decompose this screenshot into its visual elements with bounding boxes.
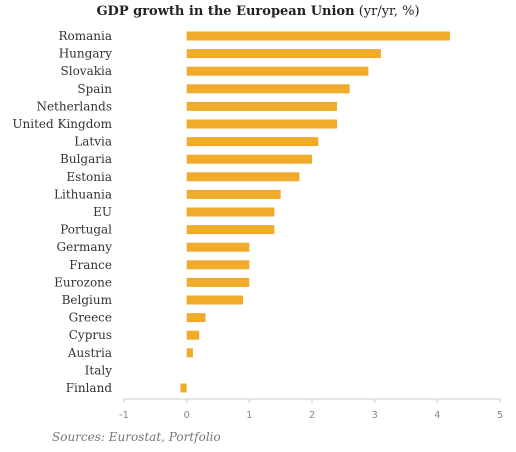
category-label: Belgium: [62, 293, 113, 307]
chart-title: GDP growth in the European Union (yr/yr,…: [0, 4, 516, 19]
bar-estonia: [186, 172, 300, 182]
category-label: Slovakia: [61, 64, 112, 78]
category-label: Romania: [58, 29, 112, 43]
category-label: Hungary: [59, 47, 112, 61]
x-tick-label: 5: [497, 410, 503, 421]
category-label: Portugal: [60, 223, 112, 237]
gdp-bar-chart: Romania Hungary Slovakia Spain Netherlands Un…: [12, 29, 503, 421]
category-label: Estonia: [66, 170, 112, 184]
category-label: Greece: [69, 311, 112, 325]
bar-cyprus: [186, 330, 200, 340]
bar-hungary: [186, 49, 381, 59]
category-label: Latvia: [74, 135, 112, 149]
category-label: Italy: [85, 363, 113, 377]
bar-lithuania: [186, 189, 281, 199]
x-tick-label: -1: [119, 410, 129, 421]
x-tick-label: 2: [309, 410, 315, 421]
bar-portugal: [186, 225, 275, 235]
x-tick-label: 1: [246, 410, 252, 421]
category-label: EU: [93, 205, 112, 219]
bar-eu: [186, 207, 275, 217]
x-tick-label: 0: [183, 410, 189, 421]
bar-belgium: [186, 295, 244, 305]
x-tick-label: 4: [434, 410, 440, 421]
bar-germany: [186, 242, 250, 252]
bar-romania: [186, 31, 450, 41]
bar-finland: [180, 383, 187, 393]
bar-france: [186, 260, 250, 270]
category-label: Austria: [67, 346, 112, 360]
category-label: Germany: [57, 240, 113, 254]
bar-latvia: [186, 137, 319, 147]
category-label: Lithuania: [54, 187, 112, 201]
source-note: Sources: Eurostat, Portfolio: [52, 430, 221, 444]
bar-greece: [186, 313, 206, 323]
bar-austria: [186, 348, 193, 358]
chart-title-suffix: (yr/yr, %): [358, 4, 420, 19]
bar-spain: [186, 84, 350, 94]
category-label: France: [69, 258, 112, 272]
chart-title-main: GDP growth in the European Union: [96, 4, 355, 19]
category-label: Spain: [77, 82, 112, 96]
category-label: Bulgaria: [60, 152, 112, 166]
category-label: Netherlands: [36, 99, 112, 113]
bar-eurozone: [186, 277, 250, 287]
category-label: Cyprus: [69, 328, 112, 342]
x-tick-label: 3: [371, 410, 377, 421]
category-label: Finland: [66, 381, 113, 395]
category-label: Eurozone: [54, 275, 112, 289]
category-label: United Kingdom: [12, 117, 112, 131]
bar-netherlands: [186, 101, 338, 111]
bar-united-kingdom: [186, 119, 338, 129]
bar-slovakia: [186, 66, 369, 76]
bar-bulgaria: [186, 154, 312, 164]
